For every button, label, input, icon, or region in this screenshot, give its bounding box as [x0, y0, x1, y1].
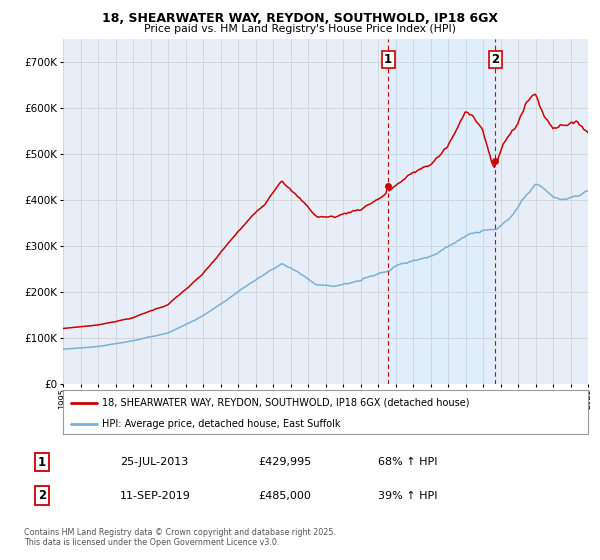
Text: HPI: Average price, detached house, East Suffolk: HPI: Average price, detached house, East… [103, 419, 341, 430]
Text: 11-SEP-2019: 11-SEP-2019 [120, 491, 191, 501]
Text: 68% ↑ HPI: 68% ↑ HPI [378, 457, 437, 467]
Text: 25-JUL-2013: 25-JUL-2013 [120, 457, 188, 467]
Text: 18, SHEARWATER WAY, REYDON, SOUTHWOLD, IP18 6GX: 18, SHEARWATER WAY, REYDON, SOUTHWOLD, I… [102, 12, 498, 25]
Text: 2: 2 [38, 489, 46, 502]
Bar [388, 39, 495, 384]
Text: 1: 1 [384, 53, 392, 66]
Text: 18, SHEARWATER WAY, REYDON, SOUTHWOLD, IP18 6GX (detached house): 18, SHEARWATER WAY, REYDON, SOUTHWOLD, I… [103, 398, 470, 408]
Text: Contains HM Land Registry data © Crown copyright and database right 2025.
This d: Contains HM Land Registry data © Crown c… [24, 528, 336, 547]
Text: £429,995: £429,995 [258, 457, 311, 467]
Text: 1: 1 [38, 455, 46, 469]
Text: Price paid vs. HM Land Registry's House Price Index (HPI): Price paid vs. HM Land Registry's House … [144, 24, 456, 34]
Text: 39% ↑ HPI: 39% ↑ HPI [378, 491, 437, 501]
Text: £485,000: £485,000 [258, 491, 311, 501]
Text: 2: 2 [491, 53, 499, 66]
